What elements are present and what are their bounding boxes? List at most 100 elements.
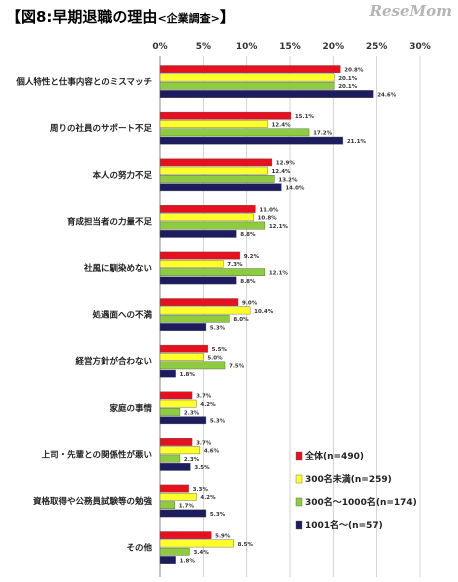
x-tick-label: 0% [152,42,167,52]
bar-2 [159,213,254,222]
chart-title: 【図8:早期退職の理由<企業調査>】 [6,6,235,27]
bar-2 [159,166,268,175]
data-label: 8.0% [233,317,249,323]
title-main: 【図8:早期退職の理由 [6,8,158,26]
bar-3 [159,547,190,556]
category-label: 周りの社員のサポート不足 [50,123,153,134]
bar-2 [159,353,204,361]
data-label: 2.3% [184,410,200,416]
data-label: 3.3% [193,487,209,493]
bar-1 [159,205,256,213]
category-label: 上司・先輩との関係性が悪い [42,449,152,460]
bar-3 [159,454,181,463]
category-label: 社風に馴染めない [83,263,152,274]
category-label: 個人特性と仕事内容とのミスマッチ [15,77,152,88]
x-tick-label: 15% [279,42,301,52]
bar-4 [159,229,237,238]
data-label: 20.8% [344,68,364,74]
category-label: その他 [126,543,152,554]
data-label: 10.8% [258,216,278,222]
x-tick-label: 30% [409,42,431,52]
data-label: 12.4% [271,122,291,128]
bar-1 [159,531,212,540]
legend-swatch [295,474,303,484]
data-label: 15.1% [295,114,315,120]
data-label: 5.3% [210,512,226,518]
data-label: 3.5% [194,465,210,471]
data-label: 5.5% [212,347,228,353]
bar-3 [159,221,266,230]
data-label: 1.8% [180,558,196,564]
data-label: 5.3% [210,325,226,331]
bar-3 [159,128,310,137]
bar-3 [159,175,275,183]
bar-1 [159,111,292,120]
title-close: 】 [219,8,235,26]
bar-2 [159,399,197,408]
bar-4 [159,136,344,145]
legend-label: 300名～1000名(n=174) [305,496,417,508]
category-label: 本人の努力不足 [92,170,152,181]
category-label: 育成担当者の力量不足 [67,216,153,227]
data-label: 3.7% [196,394,212,400]
data-label: 5.3% [210,419,226,425]
bar-4 [159,183,282,192]
data-label: 4.2% [200,402,216,408]
data-label: 5.9% [215,534,231,540]
data-label: 5.0% [207,355,223,361]
bar-3 [159,361,226,370]
bar-1 [159,484,189,493]
bar-1 [159,158,273,167]
bar-4 [159,323,207,331]
category-label: 処遇面への不満 [91,310,152,321]
data-label: 12.1% [269,224,289,230]
bar-1 [159,344,208,353]
data-label: 12.9% [276,161,296,167]
category-label: 家庭の事情 [109,403,152,414]
data-label: 9.0% [242,301,258,307]
x-tick-label: 20% [323,42,345,52]
bar-2 [159,539,234,548]
bar-2 [159,493,197,501]
data-label: 13.2% [278,177,298,183]
legend-swatch [295,497,303,507]
data-label: 1.8% [180,372,196,378]
data-label: 20.1% [338,84,358,90]
legend-label: 1001名～(n=57) [305,519,383,531]
bar-2 [159,73,335,82]
data-label: 8.5% [238,542,254,548]
data-label: 12.1% [269,271,289,277]
bar-3 [159,268,266,277]
bar-2 [159,306,251,315]
data-label: 7.3% [227,262,243,268]
category-label: 経営方針が合わない [75,356,152,367]
data-label: 9.2% [244,254,260,260]
data-label: 3.4% [193,550,209,556]
data-label: 4.6% [204,449,220,455]
data-label: 12.4% [271,169,291,175]
data-label: 7.5% [229,364,245,370]
bar-2 [159,120,268,128]
data-label: 21.1% [347,139,367,145]
data-label: 8.8% [240,232,256,238]
bar-4 [159,369,176,378]
bar-3 [159,81,335,90]
bar-1 [159,438,193,446]
data-label: 14.0% [285,186,305,192]
data-label: 20.1% [338,76,358,82]
x-tick-label: 25% [366,42,388,52]
title-subtitle: <企業調査> [157,12,220,25]
legend-swatch [295,451,303,461]
data-label: 10.4% [254,309,274,315]
bar-1 [159,251,240,260]
data-label: 11.0% [259,207,279,213]
bar-4 [159,556,176,564]
bar-2 [159,446,201,455]
data-label: 8.8% [240,279,256,285]
bar-1 [159,65,341,74]
bar-4 [159,509,207,518]
resemom-watermark: ReseMom [369,2,452,20]
bar-4 [159,416,207,425]
